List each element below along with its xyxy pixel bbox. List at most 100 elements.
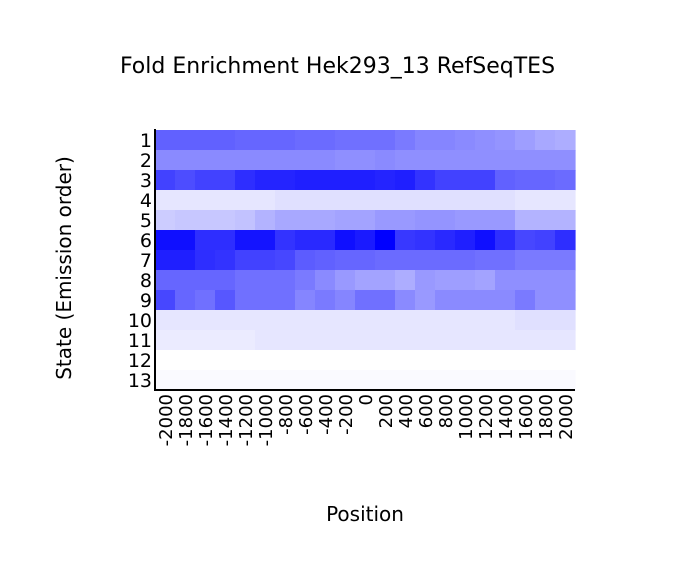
x-tick-labels: -2000 -1800 -1600 -1400 -1200 -1000 -800 -600 -4… — [156, 394, 577, 446]
heatmap-cell — [435, 350, 456, 371]
heatmap-cell — [415, 190, 436, 211]
heatmap-cell — [555, 230, 576, 251]
heatmap-cell — [555, 130, 576, 151]
heatmap-cell — [315, 350, 336, 371]
heatmap-cell — [515, 230, 536, 251]
heatmap-cell — [315, 310, 336, 331]
heatmap-cell — [535, 310, 556, 331]
heatmap-cell — [415, 170, 436, 191]
heatmap-cell — [375, 210, 396, 231]
heatmap-cell — [515, 190, 536, 211]
heatmap-cell — [555, 210, 576, 231]
heatmap-cell — [275, 350, 296, 371]
y-tick-label: 13 — [128, 370, 152, 392]
heatmap-cell — [235, 150, 256, 171]
heatmap-cell — [555, 150, 576, 171]
heatmap-cell — [455, 270, 476, 291]
x-tick-label: -1600 — [196, 394, 217, 446]
y-tick-label: 4 — [140, 190, 152, 212]
heatmap-cell — [335, 350, 356, 371]
x-tick-label: 0 — [356, 394, 377, 405]
chart-title: Fold Enrichment Hek293_13 RefSeqTES — [120, 54, 555, 79]
heatmap-cell — [275, 330, 296, 351]
heatmap-cell — [415, 250, 436, 271]
heatmap-cell — [275, 310, 296, 331]
heatmap-cell — [375, 330, 396, 351]
heatmap-cell — [355, 310, 376, 331]
heatmap-cell — [235, 170, 256, 191]
y-tick-label: 11 — [128, 330, 152, 352]
heatmap-cell — [215, 190, 236, 211]
heatmap-cell — [415, 130, 436, 151]
heatmap-cell — [255, 170, 276, 191]
heatmap-cell — [355, 170, 376, 191]
x-tick-label: 1400 — [496, 394, 517, 440]
heatmap-cell — [555, 370, 576, 391]
heatmap-cell — [435, 270, 456, 291]
heatmap-cell — [235, 330, 256, 351]
heatmap-cell — [155, 210, 176, 231]
heatmap-cell — [175, 250, 196, 271]
x-tick-label: 800 — [436, 394, 457, 428]
heatmap-cell — [395, 330, 416, 351]
heatmap-cell — [335, 330, 356, 351]
heatmap-cell — [155, 330, 176, 351]
x-tick-label: 2000 — [556, 394, 577, 440]
heatmap-cell — [495, 290, 516, 311]
heatmap-cell — [495, 210, 516, 231]
x-tick-label: -1200 — [236, 394, 257, 446]
heatmap-cell — [235, 370, 256, 391]
heatmap-cell — [375, 270, 396, 291]
heatmap-cell — [195, 350, 216, 371]
heatmap-cell — [195, 250, 216, 271]
x-tick-label: -1800 — [176, 394, 197, 446]
heatmap-cell — [215, 310, 236, 331]
heatmap-cell — [255, 130, 276, 151]
heatmap-cell — [455, 150, 476, 171]
heatmap-cell — [375, 170, 396, 191]
heatmap-cell — [415, 370, 436, 391]
heatmap-cell — [555, 170, 576, 191]
heatmap-cell — [355, 230, 376, 251]
heatmap-cell — [535, 350, 556, 371]
heatmap-cell — [495, 270, 516, 291]
heatmap-cell — [295, 130, 316, 151]
heatmap-cell — [515, 310, 536, 331]
heatmap-cell — [535, 250, 556, 271]
heatmap-cell — [515, 290, 536, 311]
y-tick-label: 2 — [140, 150, 152, 172]
heatmap-cell — [155, 170, 176, 191]
heatmap-cell — [475, 210, 496, 231]
heatmap-cell — [435, 230, 456, 251]
heatmap-cell — [275, 230, 296, 251]
heatmap-cell — [475, 270, 496, 291]
y-tick-label: 3 — [140, 170, 152, 192]
heatmap-cell — [375, 310, 396, 331]
heatmap-cell — [315, 370, 336, 391]
heatmap-cell — [395, 370, 416, 391]
heatmap-cell — [175, 130, 196, 151]
heatmap-cell — [255, 210, 276, 231]
heatmap-cell — [535, 330, 556, 351]
heatmap-cell — [275, 210, 296, 231]
heatmap-cell — [175, 150, 196, 171]
heatmap-cell — [275, 190, 296, 211]
heatmap-cell — [535, 190, 556, 211]
heatmap-cell — [175, 330, 196, 351]
x-tick-label: 1000 — [456, 394, 477, 440]
heatmap-cell — [395, 350, 416, 371]
heatmap-cell — [395, 130, 416, 151]
heatmap-cell — [295, 350, 316, 371]
heatmap-cell — [455, 230, 476, 251]
x-tick-label: -400 — [316, 394, 337, 435]
heatmap-cell — [275, 370, 296, 391]
heatmap-cell — [415, 150, 436, 171]
heatmap-cell — [155, 250, 176, 271]
heatmap-cell — [235, 290, 256, 311]
heatmap-cell — [475, 370, 496, 391]
heatmap-cell — [515, 350, 536, 371]
heatmap-cell — [435, 210, 456, 231]
heatmap-cell — [555, 290, 576, 311]
